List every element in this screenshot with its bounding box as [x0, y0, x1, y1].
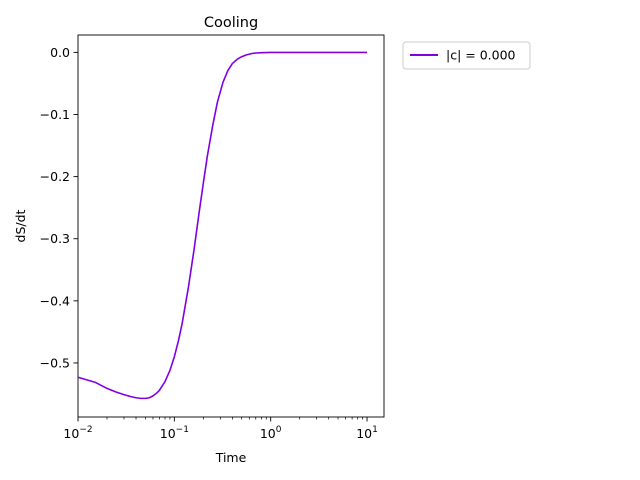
x-tick-label: 10−1 — [160, 425, 189, 441]
y-tick-label: −0.1 — [40, 107, 70, 122]
y-tick-label: −0.3 — [40, 231, 70, 246]
legend: |c| = 0.000 — [402, 41, 531, 70]
y-tick-label: 0.0 — [50, 45, 70, 60]
x-axis: 10−2 10−1 100 101 — [63, 417, 378, 441]
y-tick-label: −0.4 — [40, 293, 70, 308]
x-axis-label: Time — [215, 450, 247, 465]
x-tick-label: 10−2 — [63, 425, 92, 441]
y-axis: 0.0 −0.1 −0.2 −0.3 −0.4 −0.5 — [40, 45, 78, 370]
series-line-0 — [77, 51, 368, 400]
y-axis-label: dS/dt — [13, 209, 28, 242]
x-tick-label: 101 — [356, 425, 378, 441]
legend-frame — [402, 41, 531, 70]
plot-frame — [77, 34, 385, 418]
x-tick-label: 100 — [260, 425, 282, 441]
y-tick-label: −0.5 — [40, 355, 70, 370]
chart-title: Cooling — [204, 15, 258, 31]
series-layer — [77, 51, 368, 400]
plot-area — [77, 34, 385, 418]
legend-label: |c| = 0.000 — [446, 48, 516, 63]
y-tick-label: −0.2 — [40, 169, 70, 184]
